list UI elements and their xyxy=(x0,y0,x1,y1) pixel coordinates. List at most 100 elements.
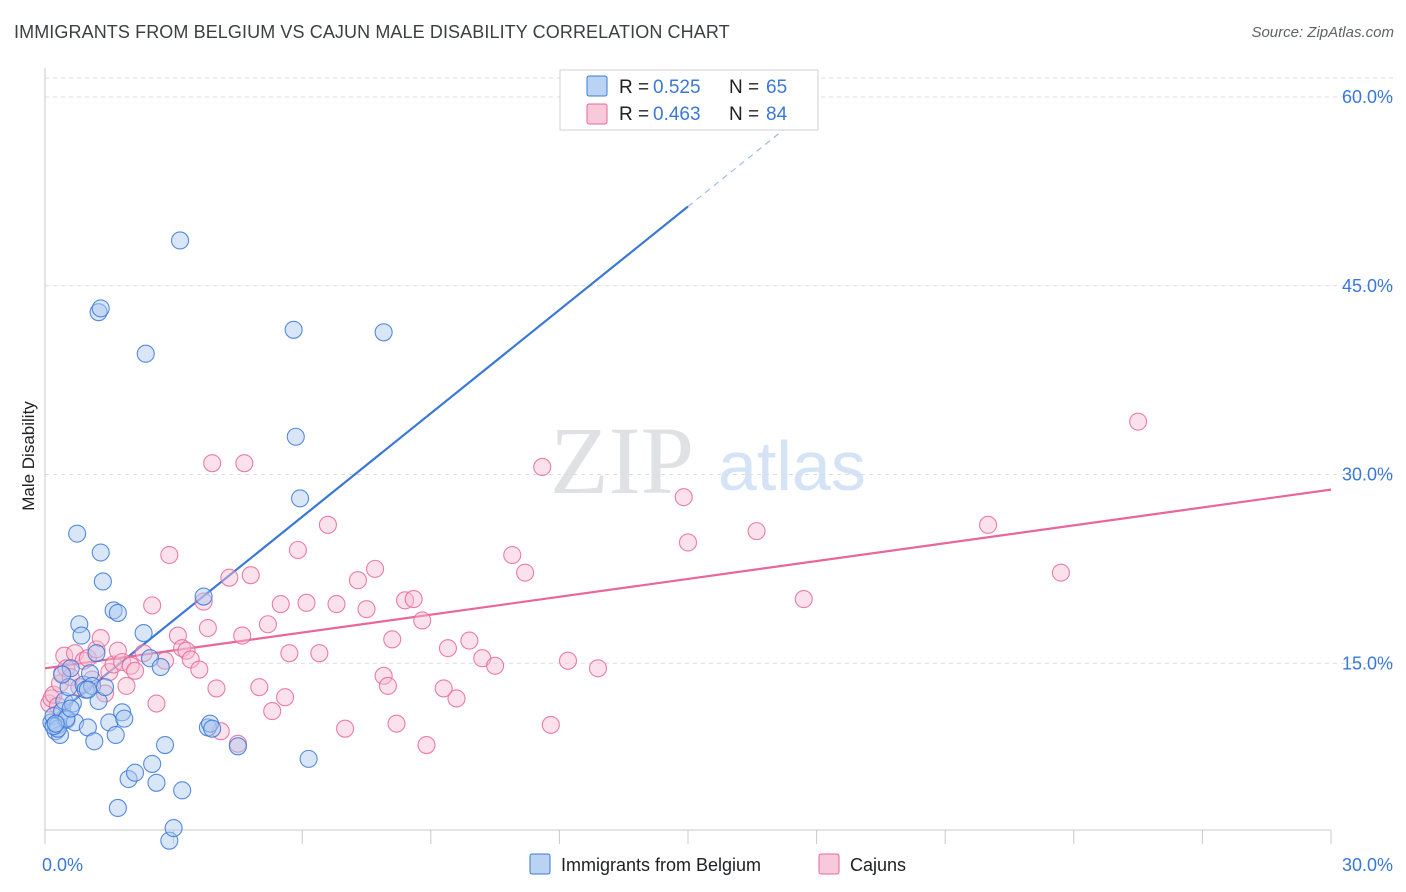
point-cajuns xyxy=(198,618,217,638)
point-belgium xyxy=(95,678,115,697)
point-cajuns xyxy=(125,661,145,680)
point-cajuns xyxy=(108,641,127,660)
point-belgium xyxy=(140,649,160,668)
point-belgium xyxy=(78,680,97,699)
point-cajuns xyxy=(318,515,337,534)
point-cajuns xyxy=(258,615,277,634)
point-belgium xyxy=(53,665,72,684)
point-belgium xyxy=(155,735,175,755)
legend-r-label-cajuns: R = xyxy=(619,104,649,125)
point-cajuns xyxy=(91,629,110,648)
legend-swatch-belgium xyxy=(586,75,608,97)
point-belgium xyxy=(136,344,155,363)
series-legend-swatch-cajuns xyxy=(818,853,840,875)
point-belgium xyxy=(61,699,80,718)
watermark-zip: ZIP xyxy=(550,407,694,514)
trendline-cajuns xyxy=(44,488,1332,670)
point-belgium xyxy=(72,626,91,645)
point-cajuns xyxy=(194,592,213,611)
point-cajuns xyxy=(44,685,63,704)
point-belgium xyxy=(173,781,192,800)
point-cajuns xyxy=(447,689,466,708)
point-cajuns xyxy=(190,660,209,679)
point-cajuns xyxy=(678,533,698,552)
point-cajuns xyxy=(250,678,269,697)
point-cajuns xyxy=(366,559,385,578)
point-cajuns xyxy=(378,676,397,695)
point-cajuns xyxy=(276,688,295,707)
data-points xyxy=(40,231,1148,850)
point-belgium xyxy=(91,299,110,318)
point-belgium xyxy=(194,587,213,606)
point-belgium xyxy=(93,572,112,591)
point-cajuns xyxy=(357,600,376,619)
point-belgium xyxy=(108,603,127,622)
point-belgium xyxy=(91,543,110,562)
axes xyxy=(44,68,1332,844)
point-cajuns xyxy=(516,563,535,582)
legend-r-label-belgium: R = xyxy=(619,77,649,98)
point-cajuns xyxy=(220,568,239,587)
point-cajuns xyxy=(117,676,136,695)
point-belgium xyxy=(151,657,170,677)
series-legend-swatch-belgium xyxy=(529,853,551,875)
point-belgium xyxy=(143,754,162,773)
point-cajuns xyxy=(541,715,560,734)
point-belgium xyxy=(203,719,222,738)
point-cajuns xyxy=(533,457,552,477)
y-tick-label: 30.0% xyxy=(1342,465,1393,485)
series-legend-label-cajuns: Cajuns xyxy=(850,855,906,875)
point-belgium xyxy=(106,725,125,745)
point-cajuns xyxy=(674,488,693,507)
legend-n-label-belgium: N = xyxy=(729,77,759,98)
point-belgium xyxy=(284,320,303,339)
point-cajuns xyxy=(438,639,457,658)
point-cajuns xyxy=(460,631,479,650)
y-axis-title: Male Disability xyxy=(19,401,38,511)
point-belgium xyxy=(164,819,183,838)
point-belgium xyxy=(291,489,310,508)
point-belgium xyxy=(87,644,106,663)
point-belgium xyxy=(134,623,153,643)
point-cajuns xyxy=(177,641,196,660)
point-cajuns xyxy=(271,595,290,614)
legend-box: R = 0.525 N = 65 R = 0.463 N = 84 xyxy=(559,69,819,131)
point-cajuns xyxy=(203,454,222,473)
point-belgium xyxy=(125,763,145,782)
source-credit: Source: ZipAtlas.com xyxy=(1251,24,1394,41)
point-belgium xyxy=(68,524,87,543)
point-cajuns xyxy=(747,522,766,541)
y-tick-label: 15.0% xyxy=(1342,653,1393,673)
point-cajuns xyxy=(147,694,166,713)
point-cajuns xyxy=(417,735,436,755)
point-belgium xyxy=(374,323,393,342)
point-cajuns xyxy=(387,714,406,733)
point-cajuns xyxy=(263,702,282,721)
point-belgium xyxy=(299,749,318,768)
chart-title: IMMIGRANTS FROM BELGIUM VS CAJUN MALE DI… xyxy=(14,22,730,42)
legend-n-value-cajuns: 84 xyxy=(766,104,788,125)
point-cajuns xyxy=(235,454,254,473)
point-belgium xyxy=(44,717,63,736)
point-cajuns xyxy=(588,659,608,678)
legend-r-value-cajuns: 0.463 xyxy=(653,104,701,125)
point-cajuns xyxy=(374,666,393,685)
point-cajuns xyxy=(87,640,106,659)
y-tick-label: 45.0% xyxy=(1342,276,1393,296)
point-belgium xyxy=(228,737,247,756)
point-cajuns xyxy=(336,719,355,738)
point-cajuns xyxy=(280,644,299,663)
point-cajuns xyxy=(486,656,505,675)
point-belgium xyxy=(147,773,166,792)
x-tick-label: 30.0% xyxy=(1342,855,1393,875)
point-cajuns xyxy=(979,515,998,534)
x-tick-label: 0.0% xyxy=(42,855,83,875)
series-legend: Immigrants from Belgium Cajuns xyxy=(529,853,906,875)
point-belgium xyxy=(115,709,134,728)
y-tick-label: 60.0% xyxy=(1342,87,1393,107)
point-cajuns xyxy=(413,611,432,630)
point-cajuns xyxy=(794,590,813,609)
point-cajuns xyxy=(503,545,522,565)
point-cajuns xyxy=(297,593,316,612)
